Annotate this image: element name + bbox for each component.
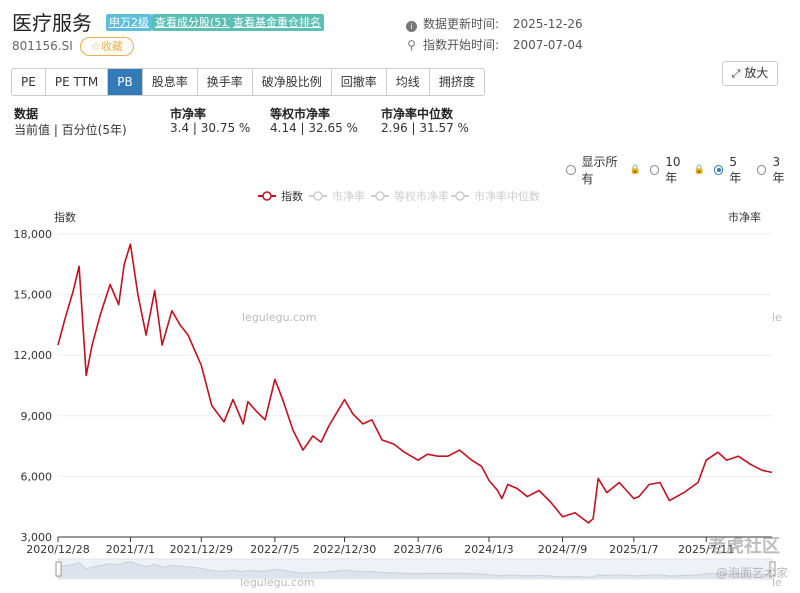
range-selector: 显示所有 🔒 10年 🔒 5年 3年 xyxy=(566,153,800,187)
index-code: 801156.SI xyxy=(12,39,73,53)
range-10y-label: 10年 xyxy=(665,154,681,185)
stat-data-value: 当前值 | 百分位(5年) xyxy=(14,123,127,137)
y-axis-ticks: 3,000 6,000 9,000 12,000 15,000 18,000 xyxy=(14,228,772,544)
favorite-button[interactable]: ☆收藏 xyxy=(80,37,134,56)
tab-pe[interactable]: PE xyxy=(12,69,46,95)
x-tick-label: 2025/7/11 xyxy=(678,543,734,556)
legend-label-pb: 市净率 xyxy=(332,189,365,203)
update-value: 2025-12-26 xyxy=(512,17,583,31)
navigator-series xyxy=(57,561,773,578)
watermark-site: legulegu.com xyxy=(242,311,317,324)
tab-turnover[interactable]: 换手率 xyxy=(198,69,253,95)
stat-median-pb-heading: 市净率中位数 xyxy=(381,107,454,121)
radio-icon[interactable] xyxy=(649,165,660,175)
range-10y[interactable]: 10年 🔒 xyxy=(649,154,705,186)
x-tick-label: 2020/12/28 xyxy=(26,543,89,556)
legend-label-median-pb: 市净率中位数 xyxy=(474,189,540,203)
y-tick-label: 12,000 xyxy=(14,349,53,362)
tab-pb[interactable]: PB xyxy=(108,69,143,95)
legend-label-index: 指数 xyxy=(281,189,303,203)
enlarge-button[interactable]: ⤢ 放大 xyxy=(722,61,778,86)
view-fund-holdings-link[interactable]: 查看基金重仓排名 xyxy=(230,14,324,31)
info-icon: i xyxy=(406,21,417,32)
tab-drawdown[interactable]: 回撤率 xyxy=(332,69,387,95)
range-all[interactable]: 显示所有 🔒 xyxy=(566,153,641,187)
tab-pe-ttm[interactable]: PE TTM xyxy=(46,69,109,95)
range-3y-label: 3年 xyxy=(772,154,785,185)
legend-label-eq-pb: 等权市净率 xyxy=(394,189,449,203)
sw-level-badge[interactable]: 申万2级 xyxy=(106,14,152,31)
y-axis-right-label: 市净率 xyxy=(728,210,761,224)
radio-selected-icon[interactable] xyxy=(713,165,724,175)
watermark-cut: le xyxy=(772,311,782,324)
legend-item-median-pb[interactable]: 市净率中位数 xyxy=(451,189,540,203)
y-tick-label: 15,000 xyxy=(14,289,53,302)
stat-eq-pb-value: 4.14 | 32.65 % xyxy=(270,121,358,135)
x-axis-ticks: 2020/12/28 2021/7/1 2021/12/29 2022/7/5 2022… xyxy=(26,537,734,556)
x-tick-label: 2025/1/7 xyxy=(609,543,658,556)
watermark-brand-user: @泡面艺术家 xyxy=(716,565,788,580)
range-3y[interactable]: 3年 xyxy=(756,154,791,186)
tab-below-book-ratio[interactable]: 破净股比例 xyxy=(253,69,332,95)
x-tick-label: 2023/7/6 xyxy=(393,543,442,556)
expand-icon: ⤢ xyxy=(731,67,741,80)
watermark-brand-name: 老虎社区 xyxy=(708,535,780,557)
y-tick-label: 18,000 xyxy=(14,228,53,241)
stat-pb-value: 3.4 | 30.75 % xyxy=(170,121,251,135)
legend-item-eq-pb[interactable]: 等权市净率 xyxy=(371,189,449,203)
x-tick-label: 2022/12/30 xyxy=(313,543,376,556)
metric-tabs: PE PE TTM PB 股息率 换手率 破净股比例 回撤率 均线 拥挤度 xyxy=(11,68,485,96)
stat-median-pb-value: 2.96 | 31.57 % xyxy=(381,121,469,135)
stat-pb-heading: 市净率 xyxy=(170,107,207,121)
chart-legend: 指数 市净率 等权市净率 市净率中位数 xyxy=(258,189,540,203)
range-5y-label: 5年 xyxy=(729,154,742,185)
x-tick-label: 2021/7/1 xyxy=(106,543,155,556)
start-value: 2007-07-04 xyxy=(512,38,583,52)
legend-item-pb[interactable]: 市净率 xyxy=(309,189,365,203)
x-tick-label: 2021/12/29 xyxy=(170,543,233,556)
page-title: 医疗服务 xyxy=(12,11,92,35)
y-tick-label: 9,000 xyxy=(21,410,53,423)
lock-icon: 🔒 xyxy=(629,165,641,175)
x-tick-label: 2024/1/3 xyxy=(464,543,513,556)
tab-moving-average[interactable]: 均线 xyxy=(387,69,430,95)
stat-data-heading: 数据 xyxy=(14,107,39,121)
start-time: ⚲ 指数开始时间: 2007-07-04 xyxy=(406,36,583,53)
navigator-left-handle[interactable] xyxy=(55,561,62,577)
y-tick-label: 6,000 xyxy=(21,470,53,483)
y-tick-label: 3,000 xyxy=(21,531,53,544)
view-constituents-link[interactable]: 查看成分股(51) xyxy=(152,14,236,31)
x-tick-label: 2022/7/5 xyxy=(250,543,299,556)
range-5y[interactable]: 5年 xyxy=(713,154,748,186)
tab-dividend-yield[interactable]: 股息率 xyxy=(143,69,198,95)
tab-crowding[interactable]: 拥挤度 xyxy=(438,75,475,89)
brand-watermark: 老虎社区 @泡面艺术家 xyxy=(708,535,788,580)
range-all-label: 显示所有 xyxy=(581,155,618,186)
watermark-site-nav: legulegu.com xyxy=(240,576,315,589)
start-label: 指数开始时间: xyxy=(423,38,500,52)
legend-item-index[interactable]: 指数 xyxy=(258,189,303,203)
radio-icon[interactable] xyxy=(566,165,576,175)
navigator-right-handle[interactable] xyxy=(769,561,776,577)
update-label: 数据更新时间: xyxy=(423,17,500,31)
range-navigator[interactable]: legulegu.com le xyxy=(55,558,782,589)
index-series-line xyxy=(57,243,773,524)
x-tick-label: 2024/7/9 xyxy=(538,543,587,556)
stat-eq-pb-heading: 等权市净率 xyxy=(270,107,331,121)
watermark-cut-nav: le xyxy=(772,576,782,589)
lightbulb-icon: ⚲ xyxy=(407,38,416,52)
radio-icon[interactable] xyxy=(756,165,767,175)
lock-icon: 🔒 xyxy=(693,165,705,175)
y-axis-left-label: 指数 xyxy=(54,210,76,224)
enlarge-label: 放大 xyxy=(744,66,769,80)
update-time: i 数据更新时间: 2025-12-26 xyxy=(406,15,583,32)
